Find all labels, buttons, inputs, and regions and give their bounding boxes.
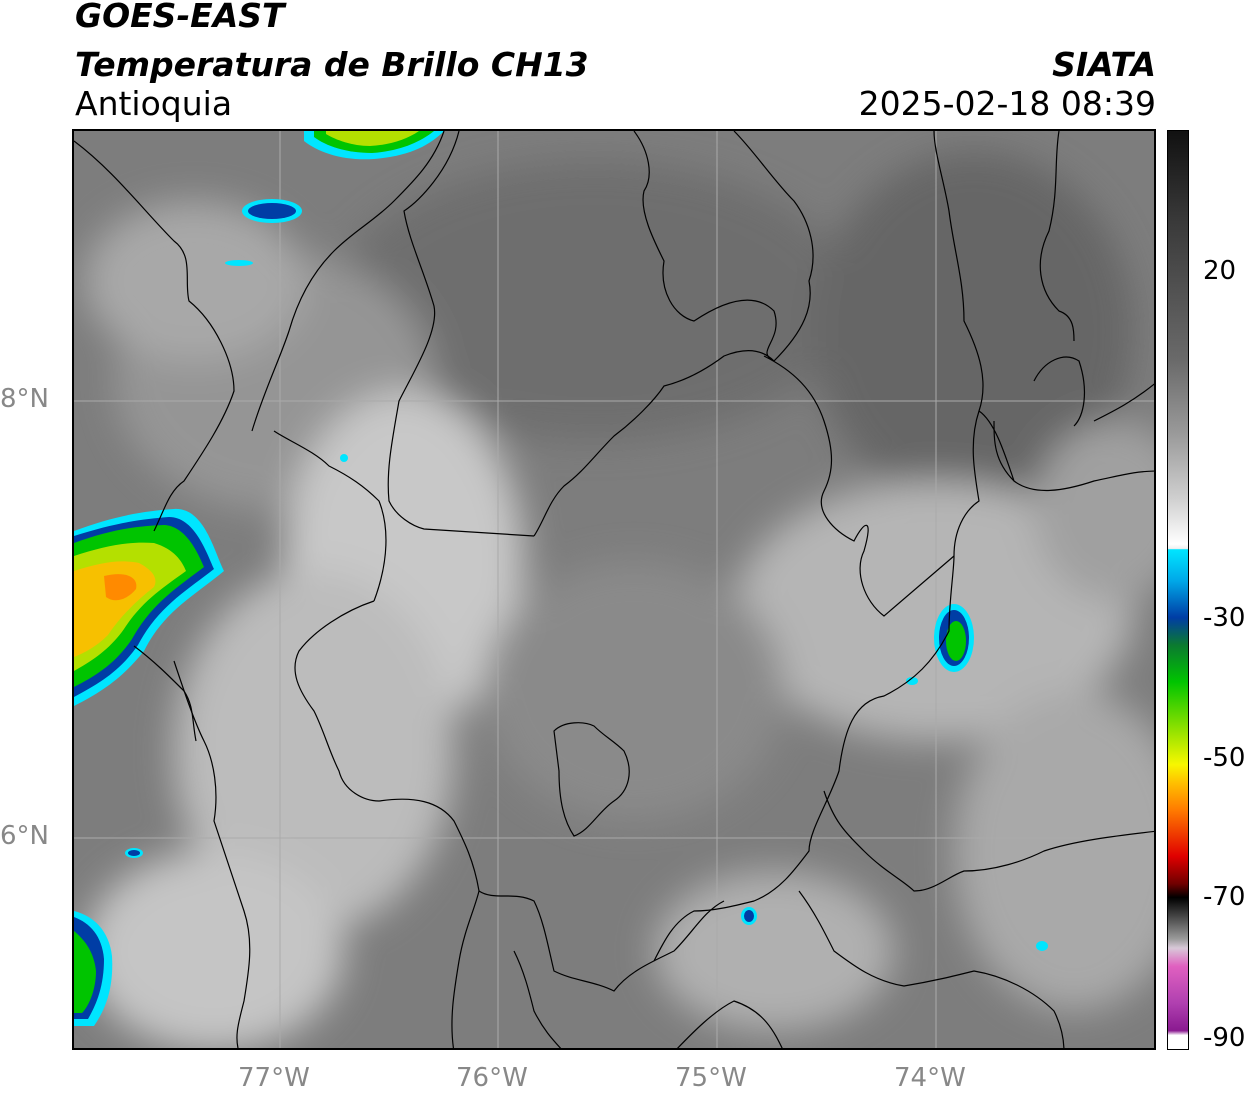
colorbar-tick-minus30: -30 bbox=[1203, 603, 1246, 633]
colorbar-tick-20: 20 bbox=[1203, 256, 1237, 286]
lon-label-76w: 76°W bbox=[456, 1063, 528, 1093]
satellite-title: GOES-EAST bbox=[75, 0, 285, 35]
colorbar-tick-minus90: -90 bbox=[1203, 1023, 1246, 1053]
colorbar bbox=[1167, 130, 1189, 1050]
timestamp-label: 2025-02-18 08:39 bbox=[858, 84, 1156, 123]
convective-cell-small bbox=[74, 199, 1048, 1026]
colorbar-tick-minus70: -70 bbox=[1203, 882, 1246, 912]
lat-label-6n: 6°N bbox=[0, 821, 49, 851]
lat-label-8n: 8°N bbox=[0, 384, 49, 414]
map-canvas bbox=[74, 131, 1154, 1048]
convective-cell-west bbox=[74, 508, 224, 706]
lon-label-74w: 74°W bbox=[894, 1063, 966, 1093]
lon-label-75w: 75°W bbox=[675, 1063, 747, 1093]
colorbar-tick-minus50: -50 bbox=[1203, 743, 1246, 773]
region-title: Antioquia bbox=[75, 84, 233, 123]
convective-cell-north bbox=[304, 131, 444, 160]
satellite-map[interactable] bbox=[72, 129, 1156, 1050]
lon-label-77w: 77°W bbox=[238, 1063, 310, 1093]
organization-label: SIATA bbox=[1052, 45, 1156, 84]
graticule bbox=[74, 131, 1154, 1048]
admin-boundaries bbox=[74, 131, 1154, 1048]
cloud-field bbox=[84, 151, 1154, 1048]
product-title: Temperatura de Brillo CH13 bbox=[75, 45, 589, 84]
